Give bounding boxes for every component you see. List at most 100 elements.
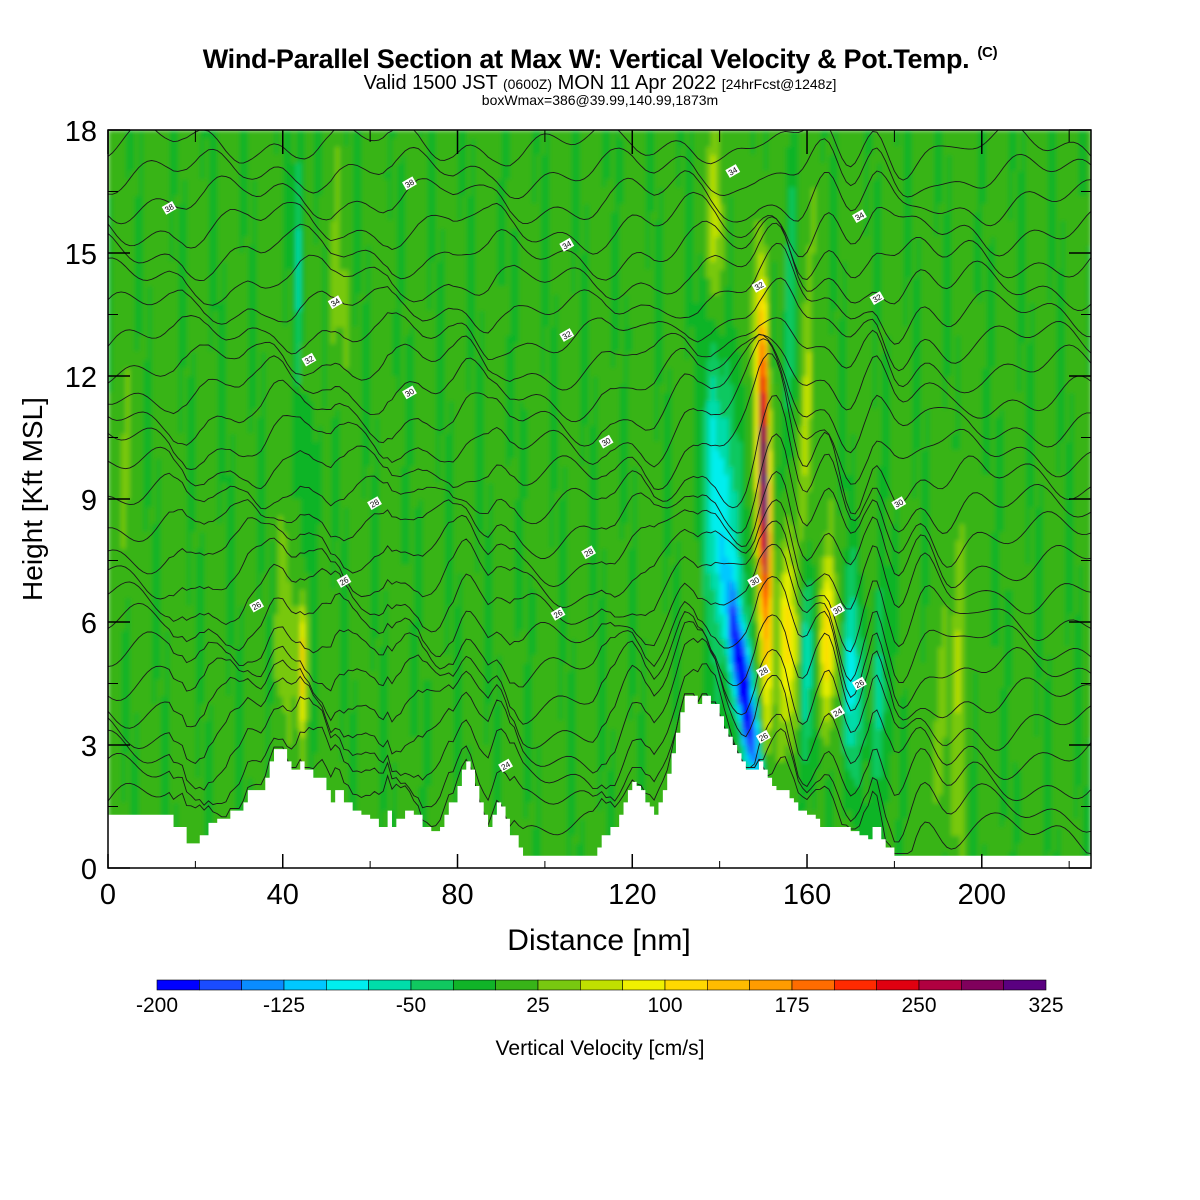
valid-utc: (0600Z) [502,76,553,92]
colorbar-swatch [368,979,412,991]
colorbar-swatch [622,979,666,991]
colorbar-swatch [1003,979,1047,991]
contour-label: 26 [852,676,867,691]
isentrope-line [108,353,1091,515]
isentrope-line [108,610,1091,725]
contour-label: 34 [725,164,741,178]
contour-label: 30 [598,434,614,449]
colorbar-tick-label: -125 [263,994,305,1017]
contour-label: 30 [402,385,417,400]
colorbar-swatch [199,979,242,991]
contour-labels: 38 38 34 34 34 34 32 32 32 32 30 30 30 28 28 26 26 30 30 26… [161,164,907,773]
colorbar-swatch [283,979,327,991]
y-tick-label: 3 [81,731,97,763]
y-tick-label: 6 [81,608,97,640]
contour-label: 30 [830,602,846,617]
chart-title-text: Wind-Parallel Section at Max W: Vertical… [202,44,970,74]
isentrope-line [108,170,1091,227]
isentrope-line [108,543,1091,683]
isentrope-line [108,499,1091,615]
x-tick-label: 0 [100,879,116,911]
x-tick-label: 120 [608,879,656,911]
isentrope-line [108,621,1091,751]
contour-label: 34 [559,237,575,252]
valid-date: MON 11 Apr 2022 [557,72,717,94]
chart-title: Wind-Parallel Section at Max W: Vertical… [0,44,1200,75]
copyright-mark: (C) [977,44,998,61]
colorbar-swatch [156,979,200,991]
isentrope-line [108,242,1091,345]
colorbar-swatch [876,979,920,991]
x-tick-label: 200 [958,879,1006,911]
colorbar-tick-label: 175 [774,994,809,1017]
contour-label: 32 [559,328,575,342]
colorbar-swatch [749,979,793,991]
isentrope-line [108,520,1091,653]
valid-time-line: Valid 1500 JST (0600Z) MON 11 Apr 2022 [… [0,72,1200,95]
isentrope-line [108,395,1091,534]
colorbar-tick-label: 25 [526,994,549,1017]
contour-label: 24 [830,705,846,720]
contour-label: 34 [852,209,867,223]
x-axis: 0 40 80 120 160 200 [100,130,1070,911]
isentrope-line [108,222,1091,311]
isentrope-line [108,470,1091,589]
isentrope-line [108,637,1091,780]
isentrope-line [108,693,1091,843]
box-info: boxWmax=386@39.99,140.99,1873m [481,92,719,108]
colorbar-swatch [453,979,496,991]
isentrope-line [108,433,1091,568]
colorbar-swatch [580,979,623,991]
colorbar-tick-label: -200 [136,994,178,1017]
terrain-shape [108,695,1091,868]
x-tick-label: 40 [267,879,299,911]
contour-label: 34 [327,295,343,310]
y-tick-label: 18 [65,116,97,148]
isentrope-line [108,334,1091,423]
isentrope-contours [108,130,1091,855]
isentrope-line [108,333,1091,454]
contour-label: 26 [336,574,352,588]
isentrope-line [108,138,1091,199]
colorbar-label: Vertical Velocity [cm/s] [495,1037,705,1060]
colorbar-swatch [495,979,539,991]
isentrope-line [108,130,1091,181]
colorbar: -200 -125 -50 25 100 175 250 325 [136,979,1064,1017]
y-axis: 0 3 6 9 12 15 18 [65,116,1091,886]
contour-label: 28 [755,664,771,679]
isentrope-line [108,576,1091,709]
y-tick-label: 15 [65,239,97,271]
contour-label: 28 [581,545,597,560]
x-tick-label: 80 [441,879,473,911]
isentrope-line [108,216,1091,281]
contour-label: 38 [402,176,417,191]
x-tick-label: 160 [783,879,831,911]
contour-label: 26 [550,606,566,621]
contour-label: 26 [755,729,771,744]
velocity-field [108,130,1091,868]
colorbar-swatch [961,979,1004,991]
colorbar-tick-label: 250 [901,994,936,1017]
contour-label: 30 [747,574,763,588]
colorbar-swatch [410,979,454,991]
forecast-info: [24hrFcst@1248z] [721,76,837,92]
contour-label: 30 [891,496,907,510]
isentrope-line [108,693,1091,855]
valid-prefix: Valid 1500 JST [363,72,498,94]
contour-label: 38 [161,201,177,215]
isentrope-line [108,338,1091,485]
x-axis-label: Distance [nm] [507,924,690,957]
terrain-mask [108,695,1091,868]
isentrope-line [108,191,1091,258]
contour-label: 28 [367,496,382,510]
colorbar-swatch [241,979,285,991]
y-tick-label: 9 [81,485,97,517]
isentrope-line [108,317,1091,394]
colorbar-swatch [664,979,708,991]
colorbar-swatch [537,979,581,991]
y-axis-label: Height [Kft MSL] [17,397,48,601]
contour-label: 32 [751,278,767,293]
contour-label: 32 [301,352,317,367]
contour-label: 26 [249,598,264,613]
